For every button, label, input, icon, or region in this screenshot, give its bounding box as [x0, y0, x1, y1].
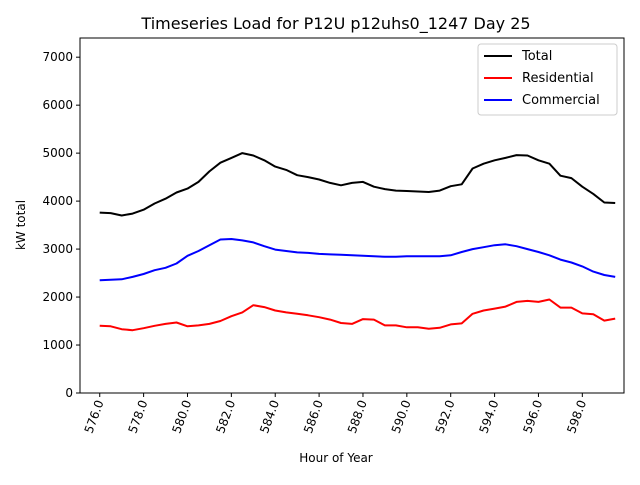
x-axis-label: Hour of Year: [299, 451, 373, 465]
y-tick-label: 7000: [42, 50, 73, 64]
series-line-commercial: [99, 238, 616, 282]
y-tick-label: 3000: [42, 242, 73, 256]
y-tick-label: 6000: [42, 98, 73, 112]
legend-box: [477, 43, 618, 116]
chart-title: Timeseries Load for P12U p12uhs0_1247 Da…: [140, 14, 530, 34]
y-axis: 0 1000 2000 3000 4000 5000 6000 7000: [42, 50, 80, 400]
series-line-total: [99, 152, 616, 217]
legend-label: Total: [521, 49, 552, 64]
y-tick-label: 5000: [42, 146, 73, 160]
axes-frame: [79, 37, 625, 394]
series-line-residential: [99, 298, 616, 332]
legend-label: Commercial: [522, 93, 600, 108]
y-tick-label: 4000: [42, 194, 73, 208]
y-tick-label: 1000: [42, 338, 73, 352]
series-layer: [99, 152, 616, 332]
y-tick-label: 2000: [42, 290, 73, 304]
y-tick-label: 0: [65, 386, 73, 400]
legend-label: Residential: [522, 71, 594, 86]
y-axis-label: kW total: [14, 200, 28, 250]
legend: Total Residential Commercial: [477, 43, 618, 116]
